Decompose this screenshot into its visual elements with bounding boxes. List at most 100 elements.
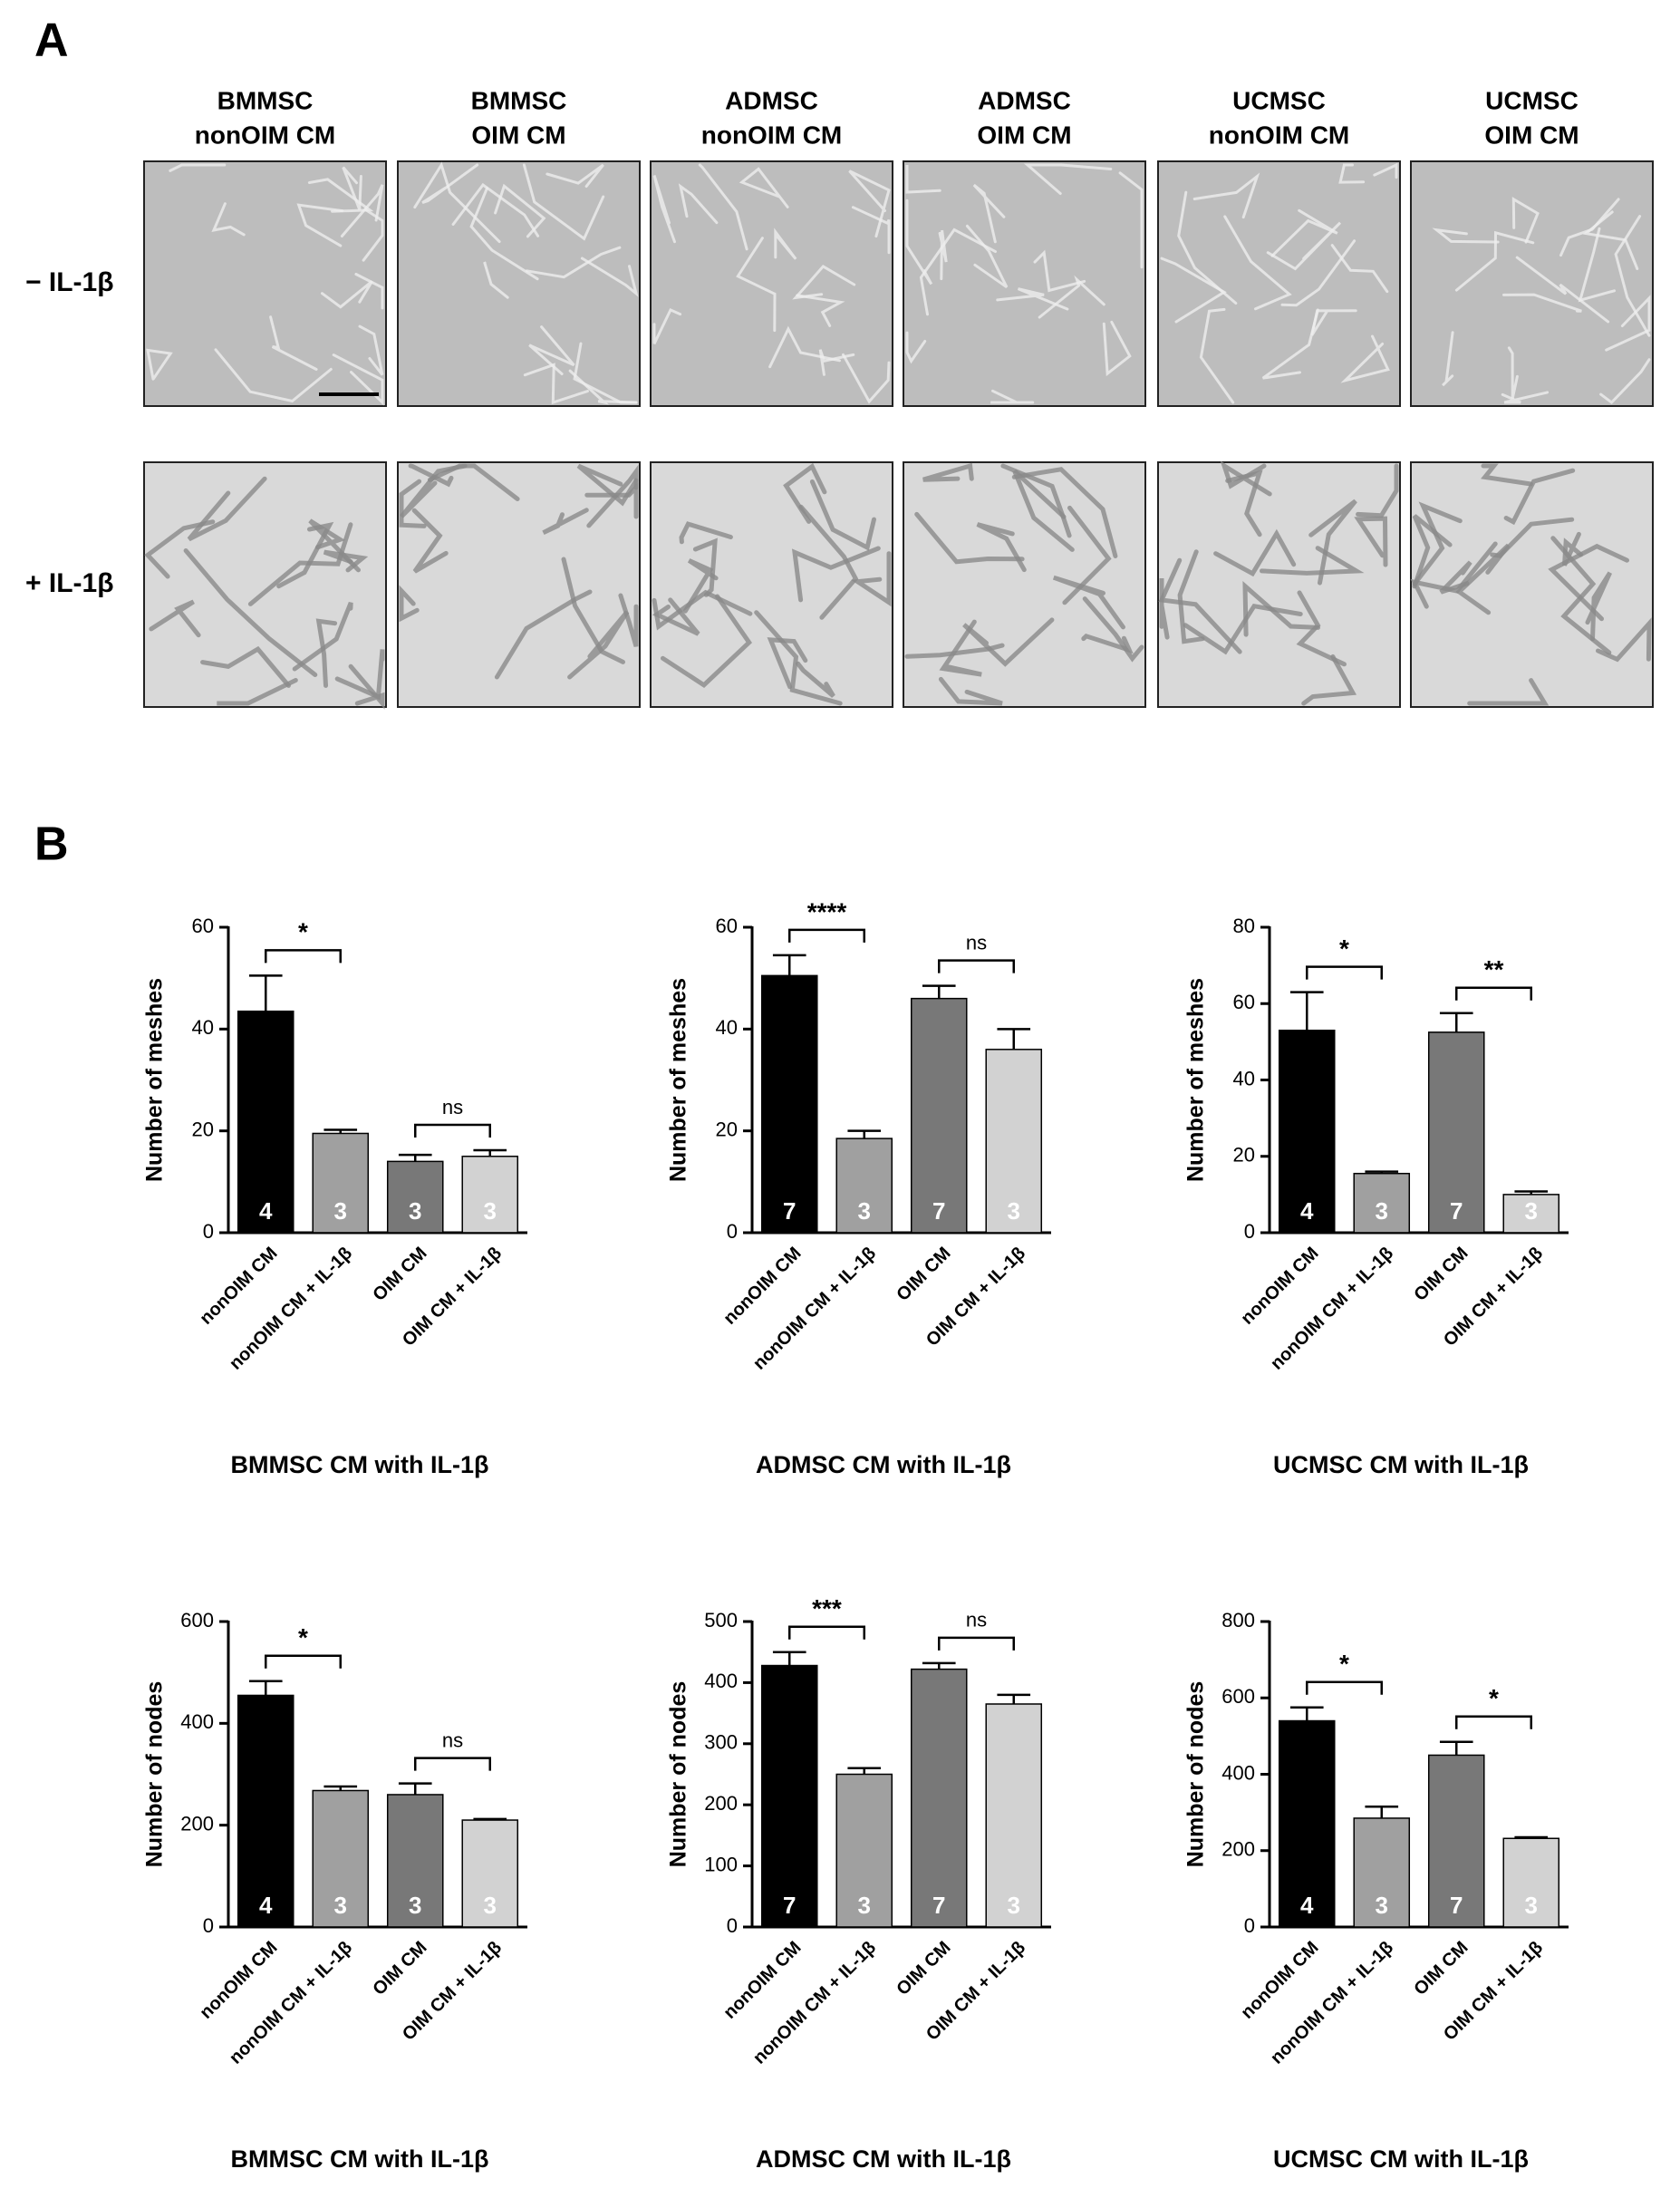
x-tick-label: OIM CM [893, 1938, 954, 2000]
bar [386, 1794, 444, 1928]
micrograph [1410, 160, 1654, 407]
cell-network [1011, 467, 1118, 558]
significance-label: * [1489, 1684, 1499, 1712]
significance-label: * [1339, 934, 1349, 963]
bar [1502, 1194, 1560, 1234]
bar [386, 1160, 444, 1234]
cell-network [768, 325, 841, 369]
bar [835, 1773, 893, 1928]
cell-network [661, 594, 752, 688]
cell-network [783, 462, 827, 524]
cell-network [146, 348, 173, 381]
sample-size: 3 [484, 1197, 497, 1225]
chart-title: BMMSC CM with IL-1β [231, 2145, 489, 2173]
sample-size: 3 [1376, 1892, 1388, 1919]
sample-size: 3 [1525, 1197, 1538, 1225]
bar [835, 1138, 893, 1234]
x-tick-label: nonOIM CM + IL-1β [749, 1244, 880, 1374]
x-tick-label: OIM CM [1410, 1938, 1472, 2000]
bar [1353, 1817, 1411, 1928]
micrograph [1410, 461, 1654, 708]
y-axis-label: Number of nodes [666, 1681, 691, 1868]
panel-label: A [34, 15, 69, 67]
sample-size: 7 [1450, 1197, 1463, 1225]
y-tick-label: 0 [203, 1220, 214, 1243]
y-tick-label: 60 [716, 915, 738, 937]
cell-network [1454, 230, 1535, 292]
x-tick-label: nonOIM CM + IL-1β [1267, 1938, 1397, 2068]
cell-network [451, 182, 540, 237]
sample-size: 7 [932, 1197, 945, 1225]
cell-network [976, 522, 1027, 573]
cell-network [678, 183, 719, 225]
cell-network [1582, 210, 1639, 270]
cell-network [1340, 334, 1390, 383]
cell-network [523, 363, 589, 405]
micrograph [397, 461, 641, 708]
cell-network [342, 166, 362, 210]
cell-network [682, 558, 719, 614]
bar [312, 1132, 370, 1234]
significance-label: ns [966, 931, 987, 954]
cell-network [1548, 543, 1629, 622]
cell-network [358, 324, 384, 376]
cell-network [211, 202, 246, 237]
cell-network [1052, 575, 1125, 630]
cell-network [962, 617, 1055, 667]
cell-network [169, 163, 227, 172]
sample-size: 3 [409, 1892, 421, 1919]
cell-network [1605, 295, 1651, 352]
cell-network [1296, 590, 1347, 667]
y-tick-label: 600 [1221, 1685, 1255, 1708]
x-tick-label: nonOIM CM + IL-1β [226, 1244, 356, 1374]
cell-network [1118, 171, 1144, 269]
cell-network [1270, 208, 1338, 257]
sample-size: 4 [259, 1197, 273, 1225]
significance-bracket [788, 928, 865, 943]
y-tick-label: 200 [180, 1812, 214, 1835]
significance-bracket [1455, 1715, 1532, 1729]
cell-network [1503, 468, 1576, 526]
cell-network [1511, 197, 1540, 244]
cell-network [922, 462, 974, 482]
cell-network [1338, 163, 1366, 184]
image-background [143, 461, 387, 708]
cell-network [362, 208, 384, 262]
image-background [143, 160, 387, 407]
cell-network [276, 521, 334, 589]
cell-network [1038, 275, 1106, 319]
column-header: nonOIM CM [195, 121, 336, 149]
cell-network [1356, 463, 1399, 518]
cell-network [1177, 549, 1205, 644]
micrograph [650, 461, 893, 708]
y-tick-label: 600 [180, 1609, 214, 1632]
y-tick-label: 0 [727, 1220, 738, 1243]
y-tick-label: 40 [716, 1016, 738, 1039]
cell-network [1102, 320, 1132, 377]
bar [1502, 1837, 1560, 1928]
micrograph [397, 160, 641, 407]
cell-network [315, 618, 338, 688]
cell-network [340, 184, 384, 237]
cell-network [1585, 571, 1612, 642]
significance-label: *** [812, 1594, 842, 1622]
sample-size: 3 [1376, 1197, 1388, 1225]
cell-network [1158, 557, 1242, 654]
cell-network [1310, 309, 1357, 336]
column-header: nonOIM CM [701, 121, 843, 149]
image-background [650, 160, 893, 407]
bar [461, 1819, 519, 1928]
cell-network [809, 479, 876, 551]
cell-network [848, 169, 891, 238]
cell-network [400, 463, 468, 518]
cell-network [914, 511, 1025, 565]
y-axis-label: Number of nodes [142, 1681, 168, 1868]
significance-label: **** [807, 897, 847, 925]
sample-size: 3 [409, 1197, 421, 1225]
cell-network [1578, 227, 1616, 303]
cell-network [421, 163, 479, 205]
cell-network [1507, 346, 1519, 400]
cell-network [187, 476, 267, 542]
cell-network [247, 522, 353, 606]
cell-network [1033, 249, 1086, 293]
